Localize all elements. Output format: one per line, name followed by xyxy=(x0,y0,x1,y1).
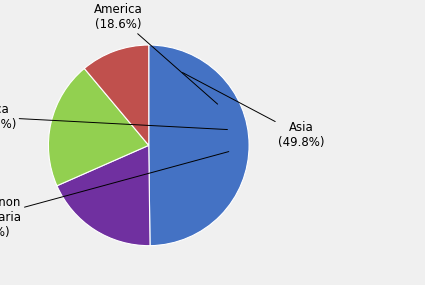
Text: Europa non
comunitaria
(11.1%): Europa non comunitaria (11.1%) xyxy=(0,152,229,239)
Wedge shape xyxy=(84,45,149,145)
Text: Asia
(49.8%): Asia (49.8%) xyxy=(183,73,324,149)
Text: Africa
(20.5%): Africa (20.5%) xyxy=(0,103,227,131)
Wedge shape xyxy=(57,145,150,246)
Wedge shape xyxy=(48,68,149,186)
Text: America
(18.6%): America (18.6%) xyxy=(94,3,218,104)
Wedge shape xyxy=(149,45,249,246)
